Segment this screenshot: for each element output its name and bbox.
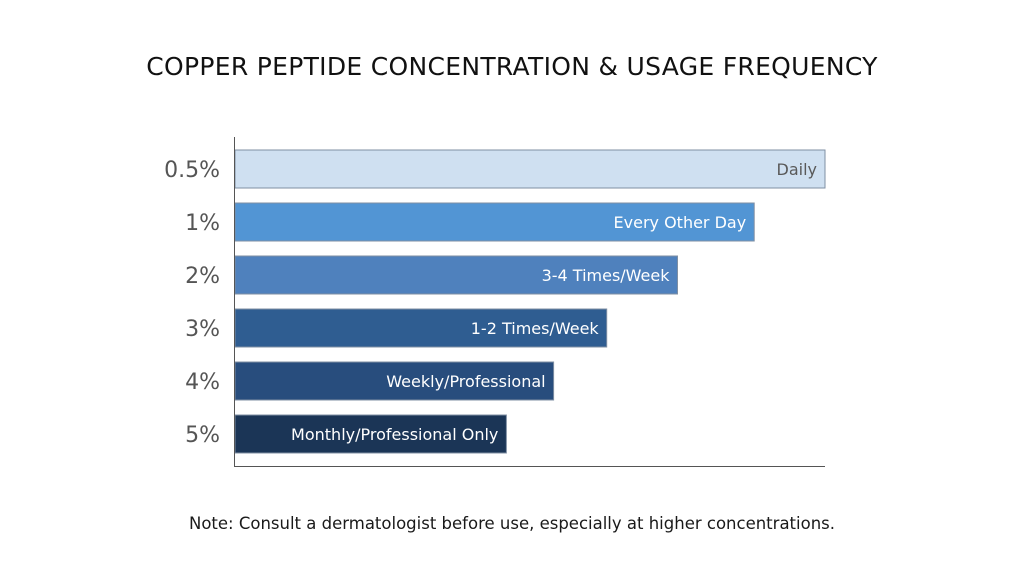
bar-data-label: Daily [777, 160, 817, 179]
bar-data-label: Weekly/Professional [386, 372, 545, 391]
bar [234, 255, 678, 295]
y-tick-label: 0.5% [164, 158, 220, 183]
y-tick-label: 1% [185, 211, 220, 236]
chart-note: Note: Consult a dermatologist before use… [188, 514, 835, 533]
y-tick-label: 5% [185, 423, 220, 448]
bar [234, 149, 826, 189]
bar [234, 414, 507, 454]
y-tick-label: 3% [185, 317, 220, 342]
bar [234, 361, 555, 401]
bar-data-label: 3-4 Times/Week [542, 266, 671, 285]
bar [234, 308, 608, 348]
y-tick-label: 2% [185, 264, 220, 289]
bar [234, 202, 755, 242]
bar-data-label: Every Other Day [614, 213, 747, 232]
bar-data-label: 1-2 Times/Week [471, 319, 600, 338]
y-tick-label: 4% [185, 370, 220, 395]
chart-title: COPPER PEPTIDE CONCENTRATION & USAGE FRE… [146, 52, 878, 81]
bar-data-label: Monthly/Professional Only [291, 425, 498, 444]
